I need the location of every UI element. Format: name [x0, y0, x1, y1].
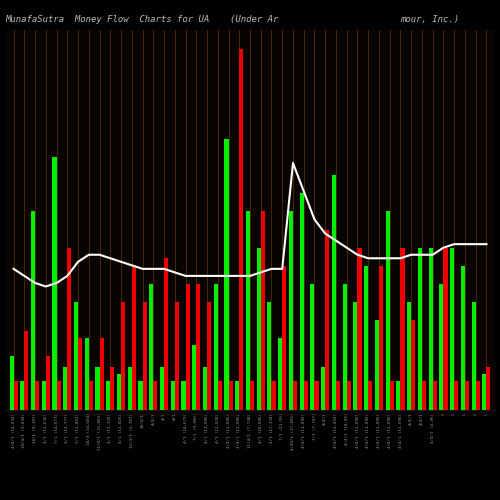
Bar — [472, 302, 476, 410]
Bar — [411, 320, 416, 410]
Bar — [379, 266, 383, 410]
Bar — [482, 374, 486, 410]
Bar — [224, 139, 228, 410]
Bar — [46, 356, 50, 410]
Bar — [428, 248, 432, 410]
Bar — [128, 366, 132, 410]
Bar — [300, 194, 304, 410]
Bar — [282, 266, 286, 410]
Bar — [31, 212, 35, 410]
Bar — [346, 381, 351, 410]
Bar — [268, 302, 272, 410]
Bar — [106, 381, 110, 410]
Bar — [235, 381, 240, 410]
Bar — [78, 338, 82, 410]
Bar — [325, 230, 330, 410]
Bar — [96, 366, 100, 410]
Bar — [203, 366, 207, 410]
Bar — [228, 381, 232, 410]
Bar — [440, 284, 444, 410]
Bar — [304, 381, 308, 410]
Bar — [310, 284, 314, 410]
Bar — [422, 381, 426, 410]
Bar — [110, 366, 114, 410]
Bar — [272, 381, 276, 410]
Bar — [278, 338, 282, 410]
Text: mour, Inc.): mour, Inc.) — [400, 15, 459, 24]
Bar — [42, 381, 46, 410]
Bar — [465, 381, 469, 410]
Text: MunafaSutra  Money Flow  Charts for UA: MunafaSutra Money Flow Charts for UA — [5, 15, 209, 24]
Bar — [390, 381, 394, 410]
Bar — [186, 284, 190, 410]
Bar — [52, 158, 56, 410]
Bar — [450, 248, 454, 410]
Bar — [218, 381, 222, 410]
Bar — [56, 381, 60, 410]
Bar — [289, 212, 293, 410]
Bar — [476, 381, 480, 410]
Bar — [321, 366, 325, 410]
Bar — [246, 212, 250, 410]
Bar — [196, 284, 200, 410]
Bar — [35, 381, 39, 410]
Bar — [164, 258, 168, 410]
Bar — [132, 266, 136, 410]
Bar — [175, 302, 179, 410]
Bar — [192, 345, 196, 410]
Bar — [260, 212, 265, 410]
Bar — [207, 302, 211, 410]
Bar — [314, 381, 318, 410]
Bar — [10, 356, 14, 410]
Bar — [240, 49, 244, 410]
Bar — [63, 366, 68, 410]
Bar — [89, 381, 93, 410]
Text: (Under Ar: (Under Ar — [230, 15, 278, 24]
Bar — [154, 381, 158, 410]
Bar — [418, 248, 422, 410]
Bar — [336, 381, 340, 410]
Bar — [432, 381, 437, 410]
Bar — [375, 320, 379, 410]
Bar — [160, 366, 164, 410]
Bar — [142, 302, 146, 410]
Bar — [68, 248, 71, 410]
Bar — [486, 366, 490, 410]
Bar — [138, 381, 142, 410]
Bar — [354, 302, 358, 410]
Bar — [84, 338, 89, 410]
Bar — [461, 266, 465, 410]
Bar — [250, 381, 254, 410]
Bar — [454, 381, 458, 410]
Bar — [293, 381, 297, 410]
Bar — [396, 381, 400, 410]
Bar — [74, 302, 78, 410]
Bar — [332, 176, 336, 410]
Bar — [444, 248, 448, 410]
Bar — [342, 284, 346, 410]
Bar — [100, 338, 103, 410]
Bar — [214, 284, 218, 410]
Bar — [407, 302, 411, 410]
Bar — [358, 248, 362, 410]
Bar — [368, 381, 372, 410]
Bar — [121, 302, 125, 410]
Bar — [20, 381, 24, 410]
Bar — [117, 374, 121, 410]
Bar — [170, 381, 175, 410]
Bar — [24, 330, 28, 410]
Bar — [14, 381, 18, 410]
Bar — [364, 266, 368, 410]
Bar — [256, 248, 260, 410]
Bar — [386, 212, 390, 410]
Bar — [400, 248, 404, 410]
Bar — [182, 381, 186, 410]
Bar — [149, 284, 154, 410]
